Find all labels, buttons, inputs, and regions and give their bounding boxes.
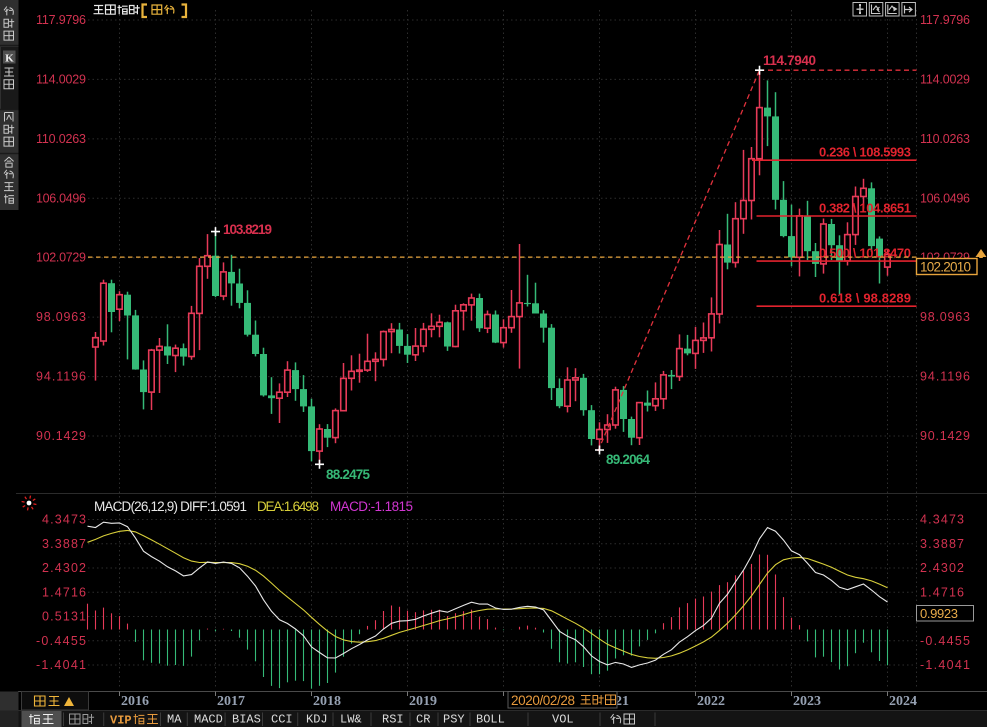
svg-text:2.4302: 2.4302 [42,561,86,575]
svg-text:-1.4041: -1.4041 [36,658,86,672]
svg-text:LW&: LW& [340,713,362,727]
svg-text:106.0496: 106.0496 [920,191,970,205]
svg-text:98.0963: 98.0963 [920,310,970,324]
svg-text:90.1429: 90.1429 [36,429,86,443]
svg-text:2022: 2022 [697,694,725,709]
svg-text:MACD(26,12,9) DIFF:1.0591: MACD(26,12,9) DIFF:1.0591 [94,499,247,514]
svg-text:2024: 2024 [889,694,917,709]
svg-text:2017: 2017 [217,694,245,709]
svg-text:110.0263: 110.0263 [920,132,970,146]
svg-text:MACD: MACD [194,713,223,727]
svg-text:2016: 2016 [121,694,149,709]
svg-text:2.4302: 2.4302 [920,561,964,575]
svg-text:103.8219: 103.8219 [223,222,272,237]
svg-text:BOLL: BOLL [476,713,505,727]
svg-text:DEA:1.6498: DEA:1.6498 [257,499,319,514]
svg-text:-0.4455: -0.4455 [920,634,970,648]
svg-text:CR: CR [416,713,430,727]
svg-text:88.2475: 88.2475 [326,467,370,482]
svg-text:110.0263: 110.0263 [36,132,86,146]
svg-text:0.9923: 0.9923 [920,606,958,621]
svg-text:RSI: RSI [382,713,404,727]
svg-text:CCI: CCI [271,713,293,727]
svg-text:94.1196: 94.1196 [920,370,970,384]
svg-text:114.0029: 114.0029 [920,72,970,86]
svg-text:2018: 2018 [313,694,341,709]
svg-text:94.1196: 94.1196 [36,370,86,384]
svg-text:117.9796: 117.9796 [920,13,970,27]
svg-text:VOL: VOL [552,713,574,727]
svg-text:114.7940: 114.7940 [763,53,816,68]
svg-text:117.9796: 117.9796 [36,13,86,27]
svg-text:0.382 \ 104.8651: 0.382 \ 104.8651 [819,201,911,216]
svg-text:MACD:-1.1815: MACD:-1.1815 [330,499,413,514]
svg-text:-1.4041: -1.4041 [920,658,970,672]
svg-text:3.3887: 3.3887 [920,537,964,551]
svg-text:BIAS: BIAS [232,713,261,727]
svg-text:4.3473: 4.3473 [920,513,964,527]
svg-text:102.0729: 102.0729 [36,251,86,265]
svg-text:2023: 2023 [793,694,821,709]
svg-text:MA: MA [167,713,182,727]
svg-text:102.2010: 102.2010 [920,260,971,275]
svg-text:K: K [5,53,14,65]
svg-text:VIP: VIP [110,714,132,727]
svg-text:KDJ: KDJ [306,713,328,727]
svg-text:106.0496: 106.0496 [36,191,86,205]
svg-text:114.0029: 114.0029 [36,72,86,86]
svg-text:0.500 \ 101.8470: 0.500 \ 101.8470 [819,246,911,261]
svg-text:2019: 2019 [409,694,437,709]
svg-text:90.1429: 90.1429 [920,429,970,443]
svg-text:0.5131: 0.5131 [42,610,86,624]
svg-text:4.3473: 4.3473 [42,513,86,527]
svg-text:PSY: PSY [443,713,465,727]
svg-text:1.4716: 1.4716 [42,585,86,599]
svg-text:0.618 \ 98.8289: 0.618 \ 98.8289 [819,291,911,306]
svg-text:1.4716: 1.4716 [920,585,964,599]
svg-text:2020/02/28: 2020/02/28 [511,693,575,708]
svg-text:-0.4455: -0.4455 [36,634,86,648]
svg-text:89.2064: 89.2064 [606,452,650,467]
svg-text:0.236 \ 108.5993: 0.236 \ 108.5993 [819,145,911,160]
svg-text:98.0963: 98.0963 [36,310,86,324]
svg-text:3.3887: 3.3887 [42,537,86,551]
